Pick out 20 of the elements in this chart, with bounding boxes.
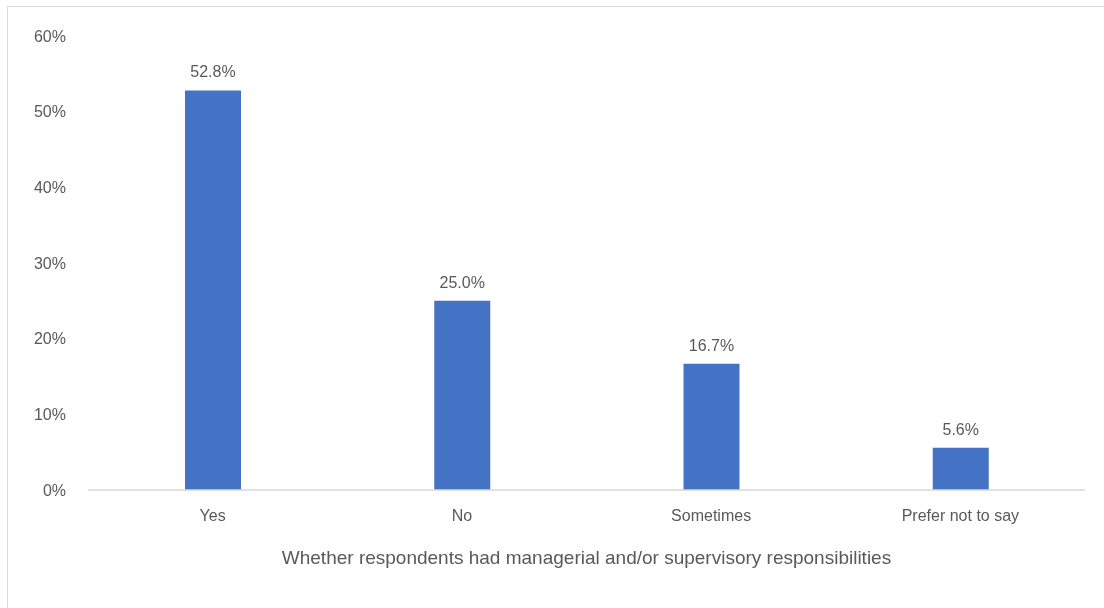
data-label: 16.7% bbox=[688, 336, 735, 354]
y-tick-label: 10% bbox=[33, 406, 66, 424]
y-tick-label: 20% bbox=[33, 330, 66, 348]
bar bbox=[932, 447, 989, 490]
x-axis-title: Whether respondents had managerial and/or supervisory responsibilities bbox=[281, 547, 892, 568]
x-tick-label: Sometimes bbox=[671, 507, 752, 525]
y-tick-label: 30% bbox=[33, 254, 66, 272]
y-tick-label: 40% bbox=[33, 179, 66, 197]
x-tick-label: Yes bbox=[199, 507, 226, 525]
bar bbox=[185, 90, 241, 490]
y-tick-label: 50% bbox=[33, 103, 66, 121]
y-tick-label: 0% bbox=[42, 481, 66, 499]
y-tick-label: 60% bbox=[33, 27, 66, 45]
bar bbox=[434, 300, 491, 490]
bar bbox=[683, 363, 740, 490]
data-label: 52.8% bbox=[190, 63, 236, 81]
data-label: 5.6% bbox=[942, 420, 979, 438]
x-tick-label: No bbox=[451, 507, 473, 525]
data-label: 25.0% bbox=[439, 273, 485, 291]
x-tick-label: Prefer not to say bbox=[901, 507, 1020, 525]
